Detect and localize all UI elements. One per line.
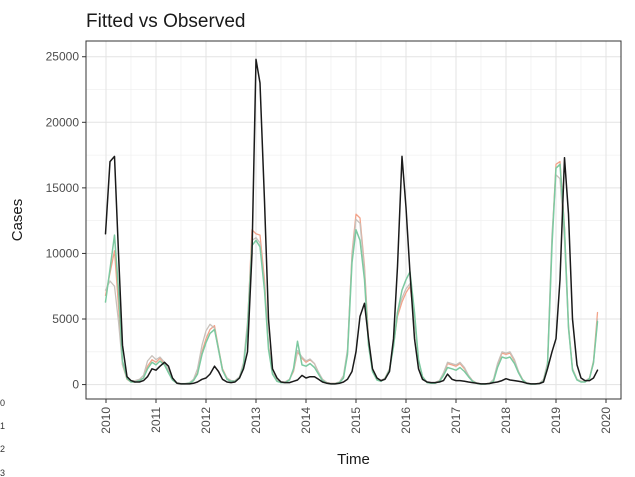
y-tick-label: 5000: [52, 312, 79, 326]
y-tick-label: 25000: [46, 50, 80, 64]
x-tick-label: 2020: [599, 407, 613, 434]
chart-title: Fitted vs Observed: [86, 11, 245, 32]
legend-partial: 0 1 2 3: [0, 398, 5, 477]
x-tick-label: 2015: [349, 407, 363, 434]
series-lines: [104, 58, 599, 385]
x-tick-label: 2017: [449, 407, 463, 434]
x-tick-label: 2012: [199, 407, 213, 434]
series-line-3: [104, 163, 599, 385]
minor-gridlines: [86, 41, 621, 399]
panel-border: [85, 40, 622, 400]
y-tick-label: 10000: [46, 246, 80, 260]
x-tick-label: 2018: [499, 407, 513, 434]
legend-partial-label: 3: [0, 468, 5, 477]
x-tick-label: 2019: [549, 407, 563, 434]
x-tick-label: 2011: [149, 407, 163, 433]
y-tick-label: 15000: [46, 181, 80, 195]
y-axis: 0 5000 10000 15000 20000 25000: [46, 50, 86, 392]
x-tick-label: 2010: [99, 407, 113, 434]
y-tick-label: 20000: [46, 115, 80, 129]
x-tick-label: 2014: [299, 407, 313, 434]
x-axis-title: Time: [337, 451, 370, 468]
x-tick-label: 2016: [399, 407, 413, 434]
y-axis-title: Cases: [9, 199, 26, 242]
legend-partial-label: 1: [0, 421, 5, 431]
legend-partial-label: 2: [0, 444, 5, 454]
series-line-4: [104, 58, 599, 385]
y-tick-label: 0: [72, 378, 79, 392]
major-gridlines: [86, 41, 621, 399]
x-tick-label: 2013: [249, 407, 263, 434]
legend-partial-label: 0: [0, 398, 5, 408]
x-axis: 2010 2011 2012 2013 2014 2015 2016 2017 2018 2019…: [99, 399, 613, 434]
